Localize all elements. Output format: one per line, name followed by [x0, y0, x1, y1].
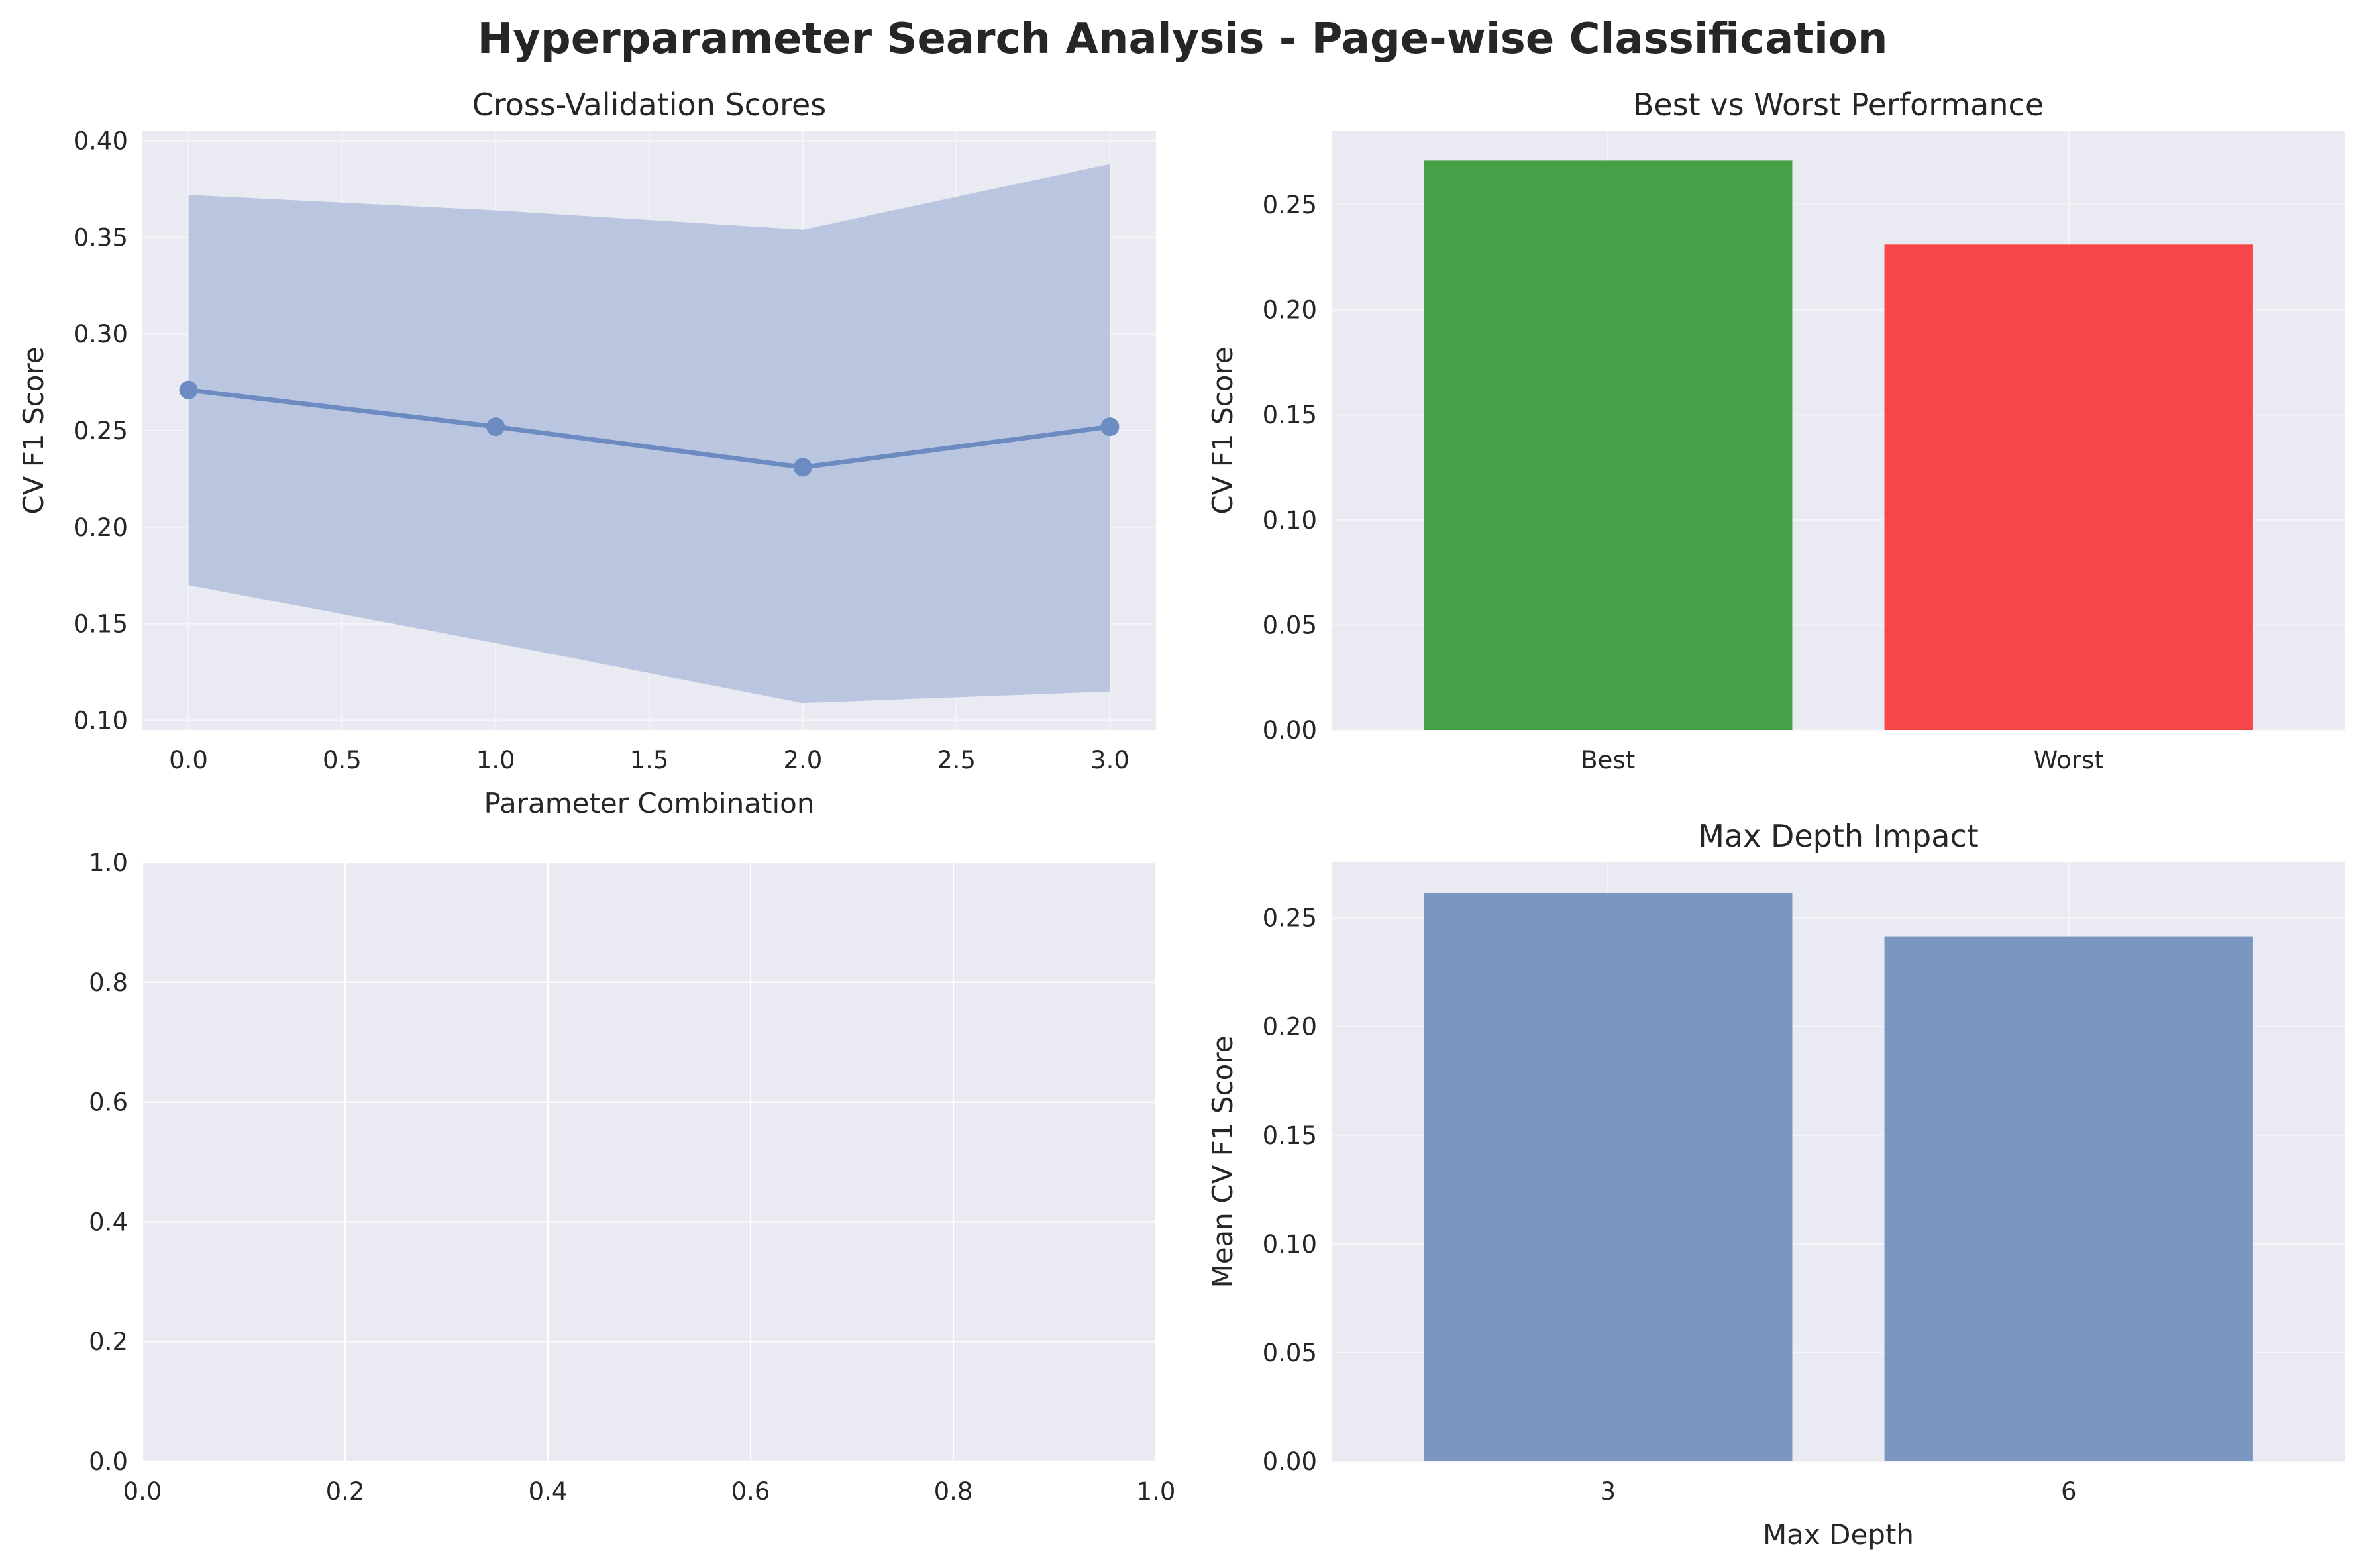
- x-axis-label: Parameter Combination: [484, 787, 815, 819]
- y-tick-label: 0.15: [74, 610, 128, 639]
- x-axis-label: Max Depth: [1763, 1518, 1914, 1551]
- x-tick-label: 0.8: [934, 1477, 973, 1506]
- y-tick-label: 0.05: [1263, 1339, 1317, 1367]
- y-tick-label: 0.00: [1263, 716, 1317, 745]
- cv-score-point: [179, 380, 198, 399]
- y-tick-label: 0.30: [74, 320, 128, 348]
- y-tick-label: 0.15: [1263, 401, 1317, 429]
- plot-area: [142, 862, 1156, 1461]
- x-tick-label: Best: [1581, 746, 1635, 774]
- y-tick-label: 0.8: [89, 968, 128, 997]
- x-tick-label: 1.5: [630, 746, 669, 774]
- y-tick-label: 0.10: [74, 706, 128, 735]
- chart-title: Cross-Validation Scores: [472, 87, 827, 123]
- y-tick-label: 0.15: [1263, 1122, 1317, 1150]
- y-tick-label: 0.20: [1263, 296, 1317, 325]
- empty-chart: 0.0 0.2 0.4 0.6 0.8 1.0 0.0 0.2 0.4 0.6 0.8 1.0: [89, 849, 1175, 1506]
- y-tick-label: 0.25: [1263, 904, 1317, 933]
- y-axis-label: Mean CV F1 Score: [1206, 1035, 1239, 1288]
- x-tick-label: 0.6: [731, 1477, 770, 1506]
- y-tick-label: 0.10: [1263, 1230, 1317, 1259]
- x-tick-label: 1.0: [1137, 1477, 1176, 1506]
- y-tick-label: 0.40: [74, 127, 128, 156]
- y-tick-label: 0.25: [74, 417, 128, 445]
- y-tick-label: 0.25: [1263, 191, 1317, 219]
- x-tick-label: 2.0: [783, 746, 822, 774]
- x-tick-label: 0.4: [529, 1477, 568, 1506]
- y-tick-label: 0.4: [89, 1208, 128, 1236]
- cv-scores-chart: Cross-Validation Scores CV F1 Score Parame…: [17, 87, 1156, 819]
- figure-title: Hyperparameter Search Analysis - Page-wi…: [478, 15, 1888, 64]
- x-tick-label: 6: [2061, 1477, 2077, 1506]
- bar-depth-3: [1424, 892, 1793, 1461]
- x-tick-label: 0.0: [169, 746, 208, 774]
- y-tick-label: 0.35: [74, 223, 128, 252]
- bar-depth-6: [1884, 936, 2253, 1461]
- x-tick-label: 3.0: [1090, 746, 1130, 774]
- x-tick-label: Worst: [2034, 746, 2104, 774]
- y-tick-label: 0.10: [1263, 506, 1317, 535]
- bar-best: [1424, 160, 1793, 731]
- cv-score-point: [486, 417, 505, 437]
- cv-score-line: [188, 388, 1110, 470]
- y-tick-label: 0.0: [89, 1447, 128, 1476]
- bar-worst: [1884, 244, 2253, 731]
- y-axis-label: CV F1 Score: [17, 346, 50, 514]
- chart-title: Best vs Worst Performance: [1633, 87, 2044, 123]
- x-tick-label: 0.5: [323, 746, 362, 774]
- std-band: [188, 164, 1110, 704]
- y-tick-label: 0.00: [1263, 1447, 1317, 1476]
- x-tick-label: 3: [1600, 1477, 1616, 1506]
- y-axis-label: CV F1 Score: [1206, 346, 1239, 514]
- max-depth-chart: Max Depth Impact Mean CV F1 Score Max Dept…: [1206, 818, 2345, 1551]
- y-tick-label: 1.0: [89, 849, 128, 877]
- y-tick-label: 0.20: [1263, 1013, 1317, 1041]
- x-tick-label: 2.5: [937, 746, 976, 774]
- chart-title: Max Depth Impact: [1698, 818, 1979, 854]
- y-tick-label: 0.20: [74, 513, 128, 542]
- x-tick-label: 0.2: [326, 1477, 365, 1506]
- y-tick-label: 0.6: [89, 1088, 128, 1117]
- cv-score-point: [1100, 417, 1120, 437]
- cv-score-point: [793, 458, 812, 477]
- y-tick-label: 0.2: [89, 1328, 128, 1356]
- x-tick-label: 0.0: [123, 1477, 162, 1506]
- x-tick-label: 1.0: [476, 746, 515, 774]
- y-tick-label: 0.05: [1263, 611, 1317, 639]
- best-vs-worst-chart: Best vs Worst Performance CV F1 Score 0.00…: [1206, 87, 2345, 774]
